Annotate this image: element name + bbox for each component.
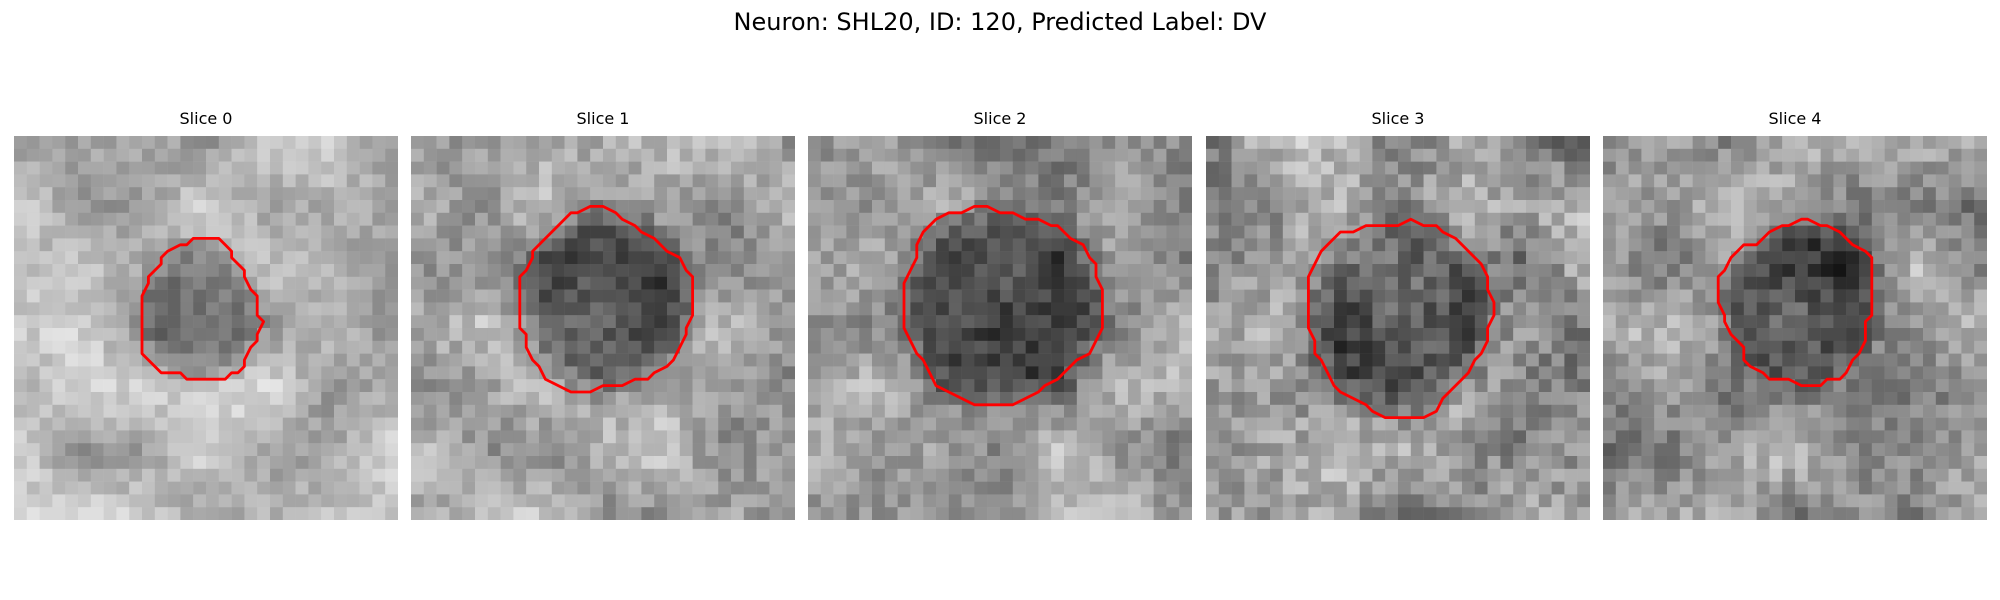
cell-contour-1: [518, 204, 695, 394]
slice-image-3: [1206, 136, 1590, 520]
slice-title-2: Slice 2: [973, 109, 1027, 128]
slice-title-3: Slice 3: [1371, 109, 1425, 128]
slice-panel-1: Slice 1: [411, 108, 795, 522]
slice-panel-2: Slice 2: [808, 108, 1192, 522]
slice-image-4: [1603, 136, 1987, 520]
slice-panel-4: Slice 4: [1603, 108, 1987, 522]
cell-contour-0: [140, 236, 266, 381]
cell-contour-2: [902, 204, 1104, 407]
slice-panel-3: Slice 3: [1206, 108, 1590, 522]
figure-title: Neuron: SHL20, ID: 120, Predicted Label:…: [733, 8, 1267, 36]
slice-panel-0: Slice 0: [14, 108, 398, 522]
slice-image-1: [411, 136, 795, 520]
cell-contour-4: [1716, 217, 1874, 388]
slice-title-4: Slice 4: [1768, 109, 1822, 128]
cell-contour-3: [1306, 217, 1496, 420]
slice-title-1: Slice 1: [576, 109, 630, 128]
slice-image-2: [808, 136, 1192, 520]
slice-image-0: [14, 136, 398, 520]
slice-title-0: Slice 0: [179, 109, 233, 128]
